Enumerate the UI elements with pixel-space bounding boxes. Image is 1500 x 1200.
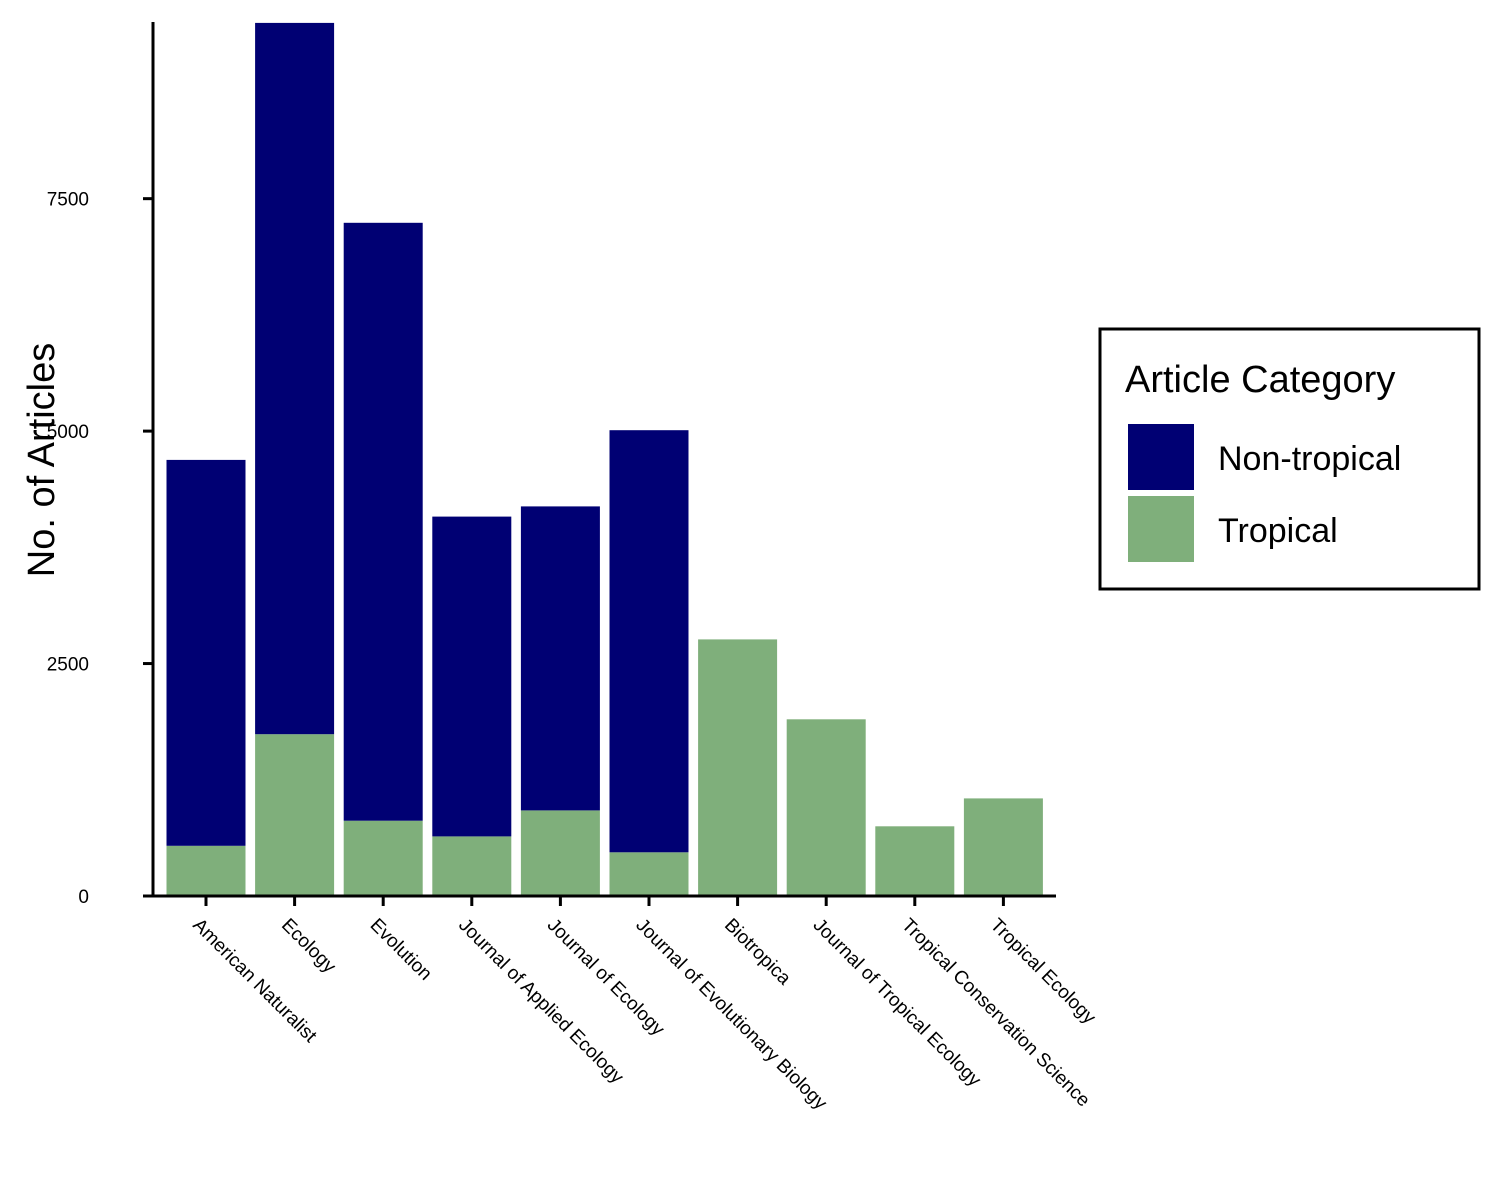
bar-non-tropical-0 — [166, 459, 246, 846]
legend-swatch-tropical — [1128, 496, 1194, 562]
bar-tropical-6 — [698, 639, 778, 896]
x-tick-label: Ecology — [277, 915, 340, 978]
legend-items: Non-tropical Tropical — [1128, 424, 1401, 562]
bar-tropical-8 — [875, 826, 955, 896]
legend-label: Non-tropical — [1218, 440, 1401, 478]
x-tick-label: Biotropica — [720, 915, 795, 990]
legend: Article Category Non-tropical Tropical — [1098, 327, 1481, 591]
bar-tropical-0 — [166, 845, 246, 896]
x-tick-label: Journal of Evolutionary Biology — [631, 915, 831, 1115]
bars-layer — [166, 22, 1043, 896]
bar-tropical-9 — [963, 798, 1043, 896]
bar-tropical-7 — [786, 719, 866, 896]
x-tick-label: Tropical Conservation Science — [897, 915, 1094, 1112]
y-tick-label: 5000 — [47, 422, 89, 443]
legend-swatch-non-tropical — [1128, 424, 1194, 490]
bar-tropical-2 — [343, 820, 423, 896]
bar-tropical-5 — [609, 852, 689, 896]
legend-label: Tropical — [1218, 512, 1338, 550]
y-tick-label: 7500 — [47, 190, 89, 211]
x-tick-label: Journal of Applied Ecology — [454, 915, 628, 1089]
bar-tropical-4 — [520, 810, 600, 896]
bar-non-tropical-2 — [343, 222, 423, 821]
bar-non-tropical-4 — [520, 506, 600, 811]
bar-non-tropical-3 — [432, 516, 512, 837]
legend-title: Article Category — [1125, 359, 1395, 401]
bar-non-tropical-5 — [609, 430, 689, 853]
x-tick-label: Evolution — [366, 915, 436, 985]
y-axis-title: No. of Articles — [21, 343, 63, 577]
x-tick-label: Journal of Tropical Ecology — [809, 915, 986, 1092]
y-ticks: 0 2500 5000 7500 — [47, 190, 153, 908]
bar-non-tropical-1 — [255, 22, 335, 735]
y-tick-label: 2500 — [47, 655, 89, 676]
axes-layer — [151, 22, 1056, 898]
bar-tropical-3 — [432, 836, 512, 896]
bar-tropical-1 — [255, 734, 335, 896]
y-tick-label: 0 — [78, 887, 89, 908]
